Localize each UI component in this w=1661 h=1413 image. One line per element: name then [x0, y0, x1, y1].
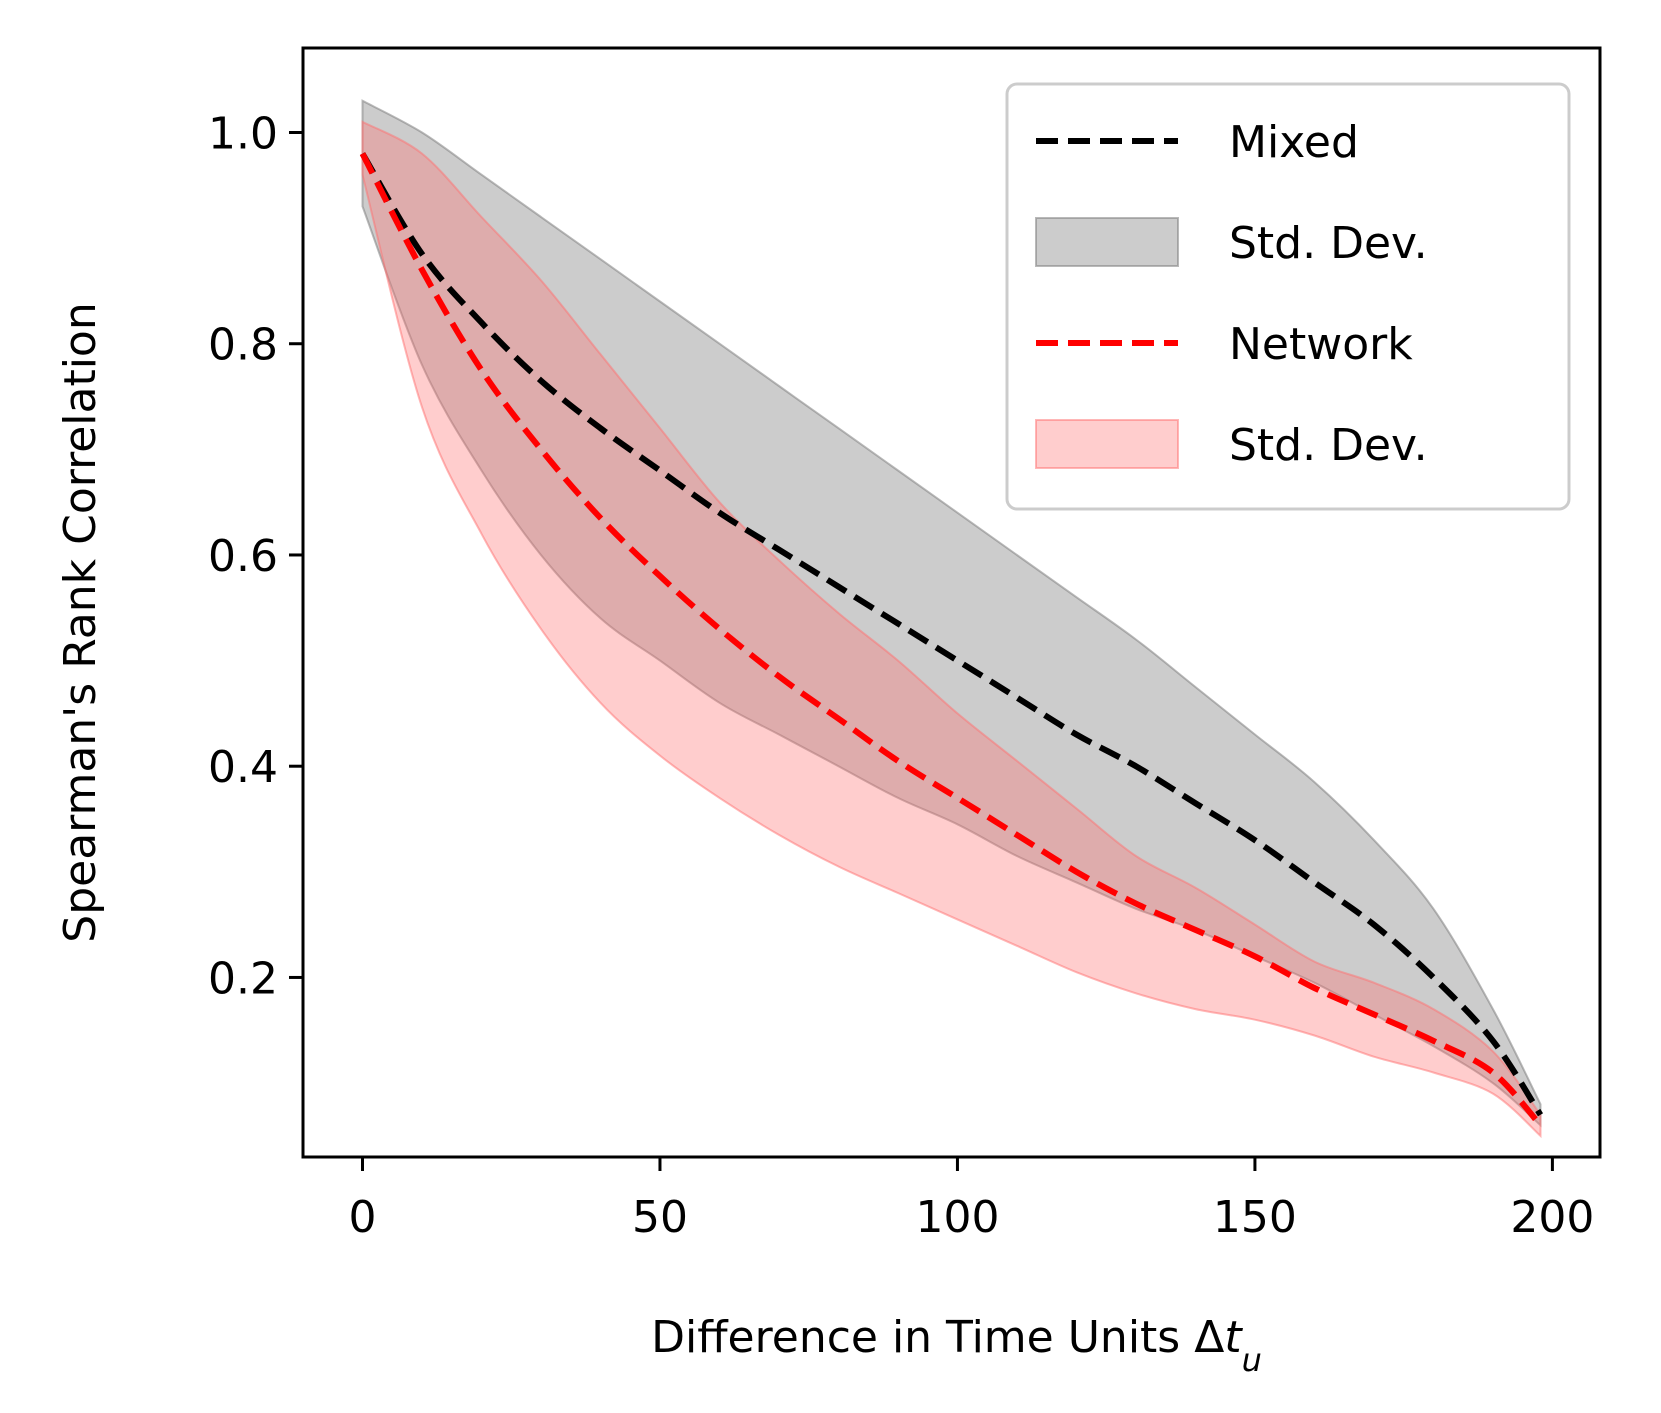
x-axis-title-main: Difference in Time Units Δ — [651, 1312, 1224, 1363]
legend-label: Std. Dev. — [1229, 218, 1428, 269]
x-tick-label: 150 — [1213, 1192, 1297, 1243]
x-axis-title-t: t — [1224, 1312, 1243, 1363]
y-tick-label: 0.8 — [208, 320, 278, 371]
x-tick-label: 100 — [915, 1192, 999, 1243]
legend-patch-swatch — [1035, 217, 1179, 267]
series-line-mixed — [359, 152, 1544, 1117]
legend-box — [1005, 82, 1571, 511]
legend: Mixed Std. Dev. Network Std. Dev. — [1005, 82, 1571, 511]
y-axis-title: Spearman's Rank Correlation — [55, 302, 106, 942]
x-axis-title: Difference in Time Units Δtu — [651, 1312, 1262, 1379]
legend-label: Mixed — [1229, 117, 1359, 168]
x-tick-label: 50 — [632, 1192, 688, 1243]
std-dev-band-mixed — [361, 99, 1542, 1128]
legend-label: Std. Dev. — [1229, 420, 1428, 471]
y-tick-label: 0.6 — [208, 531, 278, 582]
y-axis: 0.2 0.4 0.6 0.8 1.0 — [208, 108, 303, 1004]
x-axis: 0 50 100 150 200 — [348, 1157, 1594, 1243]
x-tick-label: 0 — [348, 1192, 376, 1243]
y-tick-label: 1.0 — [208, 108, 278, 159]
y-tick-label: 0.2 — [208, 953, 278, 1004]
x-tick-label: 200 — [1510, 1192, 1594, 1243]
legend-patch-swatch — [1035, 419, 1179, 469]
plot-frame — [301, 46, 1602, 1159]
series-line-network — [359, 152, 1543, 1128]
x-axis-title-subscript: u — [1242, 1341, 1262, 1379]
y-tick-label: 0.4 — [208, 742, 278, 793]
legend-label: Network — [1229, 319, 1413, 370]
series-lines — [359, 152, 1544, 1128]
